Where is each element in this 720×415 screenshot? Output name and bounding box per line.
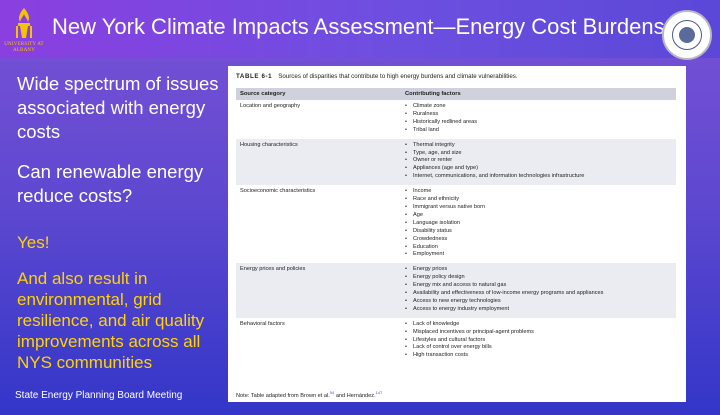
row-factors: Thermal integrityType, age, and sizeOwne… [401, 138, 676, 186]
seal-ring [672, 20, 702, 50]
table-row: Location and geography Climate zoneRuraln… [236, 100, 676, 139]
factor-item: Disability status [405, 228, 672, 236]
factor-list: Energy pricesEnergy policy designEnergy … [405, 266, 672, 313]
factor-item: Immigrant versus native born [405, 204, 672, 212]
note-text-mid: and Hernández. [334, 392, 376, 399]
header-source-category: Source category [236, 88, 401, 100]
row-category: Behavioral factors [240, 320, 285, 327]
factor-item: High transaction costs [405, 352, 672, 360]
factor-item: Owner or renter [405, 157, 672, 165]
table-row: Housing characteristicsThermal integrity… [236, 138, 676, 186]
torch-icon [16, 8, 32, 38]
factor-item: Lack of knowledge [405, 321, 672, 329]
factor-item: Employment [405, 251, 672, 259]
logo-wordmark: UNIVERSITY AT ALBANY [4, 42, 44, 53]
factor-list: Climate zoneRuralnessHistorically redlin… [405, 103, 672, 135]
factor-item: Access to energy industry employment [405, 306, 672, 314]
left-text-issues: Wide spectrum of issues associated with … [17, 73, 219, 142]
factor-item: Race and ethnicity [405, 196, 672, 204]
factor-list: Thermal integrityType, age, and sizeOwne… [405, 142, 672, 182]
note-text: Note: Table adapted from Brown et al. [236, 392, 330, 399]
footer-text: State Energy Planning Board Meeting [15, 390, 183, 401]
factor-item: Language isolation [405, 220, 672, 228]
table-label: TABLE 6-1 [236, 73, 273, 80]
state-seal [662, 10, 712, 60]
left-text-answer: Yes! [17, 233, 50, 252]
left-text-benefits: And also result in environmental, grid r… [17, 269, 205, 372]
factor-item: Age [405, 212, 672, 220]
factor-item: Tribal land [405, 127, 672, 135]
seal-emblem-icon [679, 27, 695, 43]
row-category: Housing characteristics [236, 138, 401, 186]
factor-item: Access to new energy technologies [405, 298, 672, 306]
table-row: Behavioral factors Lack of knowledgeMispl… [236, 318, 676, 365]
factor-item: Ruralness [405, 111, 672, 119]
factor-item: Historically redlined areas [405, 119, 672, 127]
factor-item: Thermal integrity [405, 142, 672, 150]
table-row: Energy prices and policiesEnergy pricesE… [236, 263, 676, 318]
table-header-row: Source category Contributing factors [236, 88, 676, 100]
table-panel: TABLE 6-1 Sources of disparities that con… [228, 66, 686, 402]
factor-item: Income [405, 188, 672, 196]
row-factors: Lack of knowledgeMisplaced incentives or… [401, 318, 676, 365]
title-band [0, 0, 720, 58]
factor-item: Internet, communications, and informatio… [405, 173, 672, 181]
table-note: Note: Table adapted from Brown et al.54 … [236, 390, 382, 399]
table-caption: TABLE 6-1 Sources of disparities that con… [236, 72, 678, 81]
university-logo: UNIVERSITY AT ALBANY [4, 4, 44, 56]
row-factors: Energy pricesEnergy policy designEnergy … [401, 263, 676, 318]
disparities-table: Source category Contributing factors Loc… [236, 88, 676, 364]
row-category: Location and geography [240, 103, 301, 109]
note-ref-1: 54 [329, 390, 335, 395]
factor-item: Availability and effectiveness of low-in… [405, 290, 672, 298]
header-contributing-factors: Contributing factors [401, 88, 676, 100]
factor-item: Appliances (age and type) [405, 165, 672, 173]
row-factors: Climate zoneRuralnessHistorically redlin… [401, 100, 676, 139]
factor-list: IncomeRace and ethnicityImmigrant versus… [405, 188, 672, 259]
factor-list: Lack of knowledgeMisplaced incentives or… [405, 321, 672, 361]
factor-item: Lifestyles and cultural factors [405, 337, 672, 345]
factor-item: Crowdedness [405, 236, 672, 244]
factor-item: Misplaced incentives or principal-agent … [405, 329, 672, 337]
factor-item: Energy prices [405, 266, 672, 274]
factor-item: Energy policy design [405, 274, 672, 282]
table-body: Location and geography Climate zoneRuraln… [236, 100, 676, 364]
table-caption-text: Sources of disparities that contribute t… [278, 73, 518, 80]
factor-item: Climate zone [405, 103, 672, 111]
note-ref-2: 147 [375, 390, 383, 395]
row-category: Energy prices and policies [236, 263, 401, 318]
row-factors: IncomeRace and ethnicityImmigrant versus… [401, 185, 676, 263]
factor-item: Lack of control over energy bills [405, 344, 672, 352]
factor-item: Energy mix and access to natural gas [405, 282, 672, 290]
row-category: Socioeconomic characteristics [240, 188, 316, 195]
factor-item: Education [405, 244, 672, 252]
left-text-question: Can renewable energy reduce costs? [17, 161, 204, 206]
table-row: Socioeconomic characteristics IncomeRace … [236, 185, 676, 263]
factor-item: Type, age, and size [405, 150, 672, 158]
slide-title: New York Climate Impacts Assessment—Ener… [52, 14, 665, 39]
